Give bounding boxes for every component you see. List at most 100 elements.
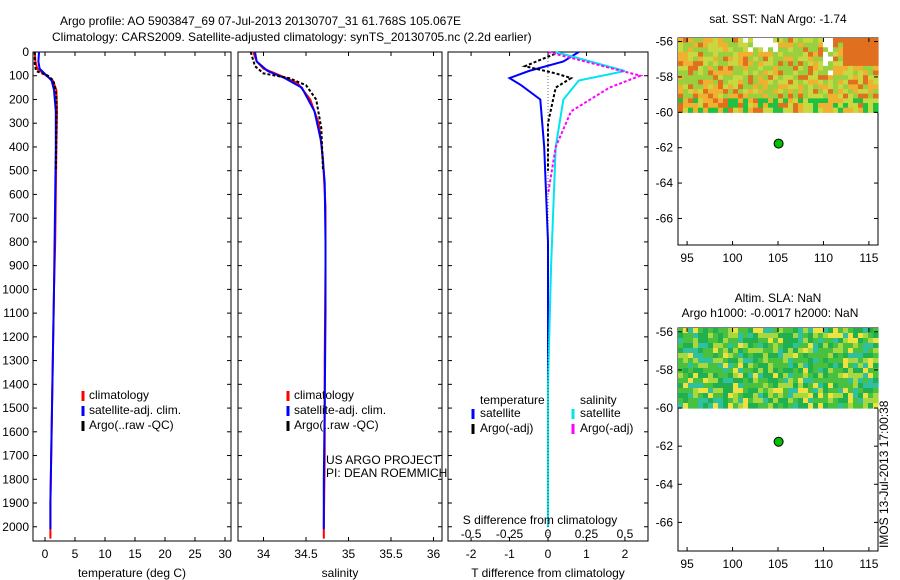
sla_map-cell: [708, 333, 714, 339]
sst_map-cell: [853, 98, 859, 104]
sla_map-cell: [683, 368, 689, 374]
sst_map-cell: [803, 65, 809, 72]
sst_map-cell: [748, 38, 754, 44]
sla_map-cell: [808, 353, 814, 359]
sst_map-cell: [868, 65, 874, 72]
sst_map-cell: [728, 84, 734, 90]
sla_map-cell: [693, 368, 699, 374]
sst_map-cell: [843, 61, 849, 67]
sla_map-cell: [788, 333, 794, 339]
sst_map-cell: [708, 51, 714, 58]
depth-tick-label: 1300: [2, 354, 29, 368]
sla_map-cell: [688, 388, 694, 394]
sst_map-cell: [738, 98, 744, 104]
sst_map-cell: [688, 103, 694, 109]
sla_map-cell: [703, 353, 709, 359]
sla_map-cell: [708, 338, 714, 344]
sla_map-cell: [693, 343, 699, 349]
sst_map-cell: [683, 84, 689, 90]
sla_map-cell: [678, 333, 684, 339]
sst_map-cell: [688, 61, 694, 67]
sla_map-cell: [723, 368, 729, 374]
sst_map-cell: [818, 84, 824, 90]
sst_map-cell: [763, 84, 769, 90]
sla_map-cell: [683, 373, 689, 379]
sla_map-cell: [703, 338, 709, 344]
sst_map-cell: [788, 84, 794, 90]
sst_map-cell: [863, 98, 869, 104]
sst_map-cell: [768, 93, 774, 99]
sla_map-cell: [778, 363, 784, 369]
sst_map-cell: [683, 56, 689, 62]
sla_map-cell: [738, 383, 744, 389]
sla_map-cell: [868, 373, 874, 379]
sst_map-cell: [723, 47, 729, 53]
sla_map-cell: [858, 343, 864, 349]
sst_map-cell: [728, 38, 734, 44]
sst_map-cell: [808, 89, 814, 95]
sst_map-cell: [733, 98, 739, 104]
sla_map-cell: [793, 373, 799, 379]
sst_map-cell: [763, 70, 769, 76]
sla_map-cell: [698, 348, 704, 354]
sst_map-cell: [703, 47, 709, 53]
diff-top-tick-label: -0.25: [496, 527, 524, 541]
sst_map-cell: [708, 70, 714, 76]
sla_map-cell: [728, 403, 734, 409]
sla_map-cell: [733, 378, 739, 384]
sst_map-cell: [773, 103, 779, 109]
sla_map-cell: [683, 333, 689, 339]
sst_map-cell: [873, 103, 879, 109]
sla_map-cell: [863, 368, 869, 374]
sla_map-cell: [858, 393, 864, 399]
sla_map-cell: [723, 378, 729, 384]
sla_map-cell: [828, 403, 834, 409]
sla_map-xtick-label: 115: [859, 557, 878, 571]
sst_map-cell: [703, 51, 709, 58]
sla_map-cell: [738, 373, 744, 379]
sla_map-cell: [758, 348, 764, 354]
sla_map-cell: [713, 348, 719, 354]
difference-plot: -2 -1 0 1 2 T difference from climatology temp…: [447, 51, 649, 580]
sla_map-cell: [818, 333, 824, 339]
sst_map-cell: [783, 89, 789, 95]
sla_map-cell: [788, 328, 794, 334]
sla_map-cell: [778, 333, 784, 339]
temperature-axes-box: [32, 51, 232, 542]
sla_map-cell: [803, 373, 809, 379]
sla_map-cell: [723, 353, 729, 359]
sst_map-cell: [833, 61, 839, 67]
depth-tick-label: 1400: [2, 377, 29, 391]
sla_map-cell: [758, 393, 764, 399]
sla_map-cell: [743, 358, 749, 364]
depth-tick-label: 1600: [2, 425, 29, 439]
sst_map-cell: [813, 51, 819, 58]
sla_map-cell: [813, 403, 819, 409]
sla_map-cell: [863, 353, 869, 359]
sla_map-cell: [748, 393, 754, 399]
sst_map-cell: [808, 38, 814, 44]
sla_map-cell: [828, 373, 834, 379]
sst_map-cell: [688, 79, 694, 85]
sla_map-cell: [698, 333, 704, 339]
sla_map-cell: [823, 403, 829, 409]
sst_map-cell: [793, 75, 799, 81]
sla_map-cell: [738, 378, 744, 384]
sla_map-cell: [853, 363, 859, 369]
sst_map-cell: [723, 75, 729, 81]
sla_map-cell: [698, 398, 704, 404]
sst_map-cell: [823, 51, 829, 58]
sst_map-cell: [698, 65, 704, 72]
sla_map-cell: [688, 363, 694, 369]
sst_map-cell: [748, 47, 754, 53]
sst_map-cell: [738, 56, 744, 62]
sst_map-cell: [848, 79, 854, 85]
sla_map-cell: [848, 398, 854, 404]
sla_map-cell: [848, 343, 854, 349]
sla_map-cell: [698, 363, 704, 369]
sla_map-cell: [838, 343, 844, 349]
sla_map-cell: [863, 383, 869, 389]
sst_map-cell: [768, 51, 774, 58]
sst_map-cell: [863, 103, 869, 109]
sla_map-cell: [838, 383, 844, 389]
